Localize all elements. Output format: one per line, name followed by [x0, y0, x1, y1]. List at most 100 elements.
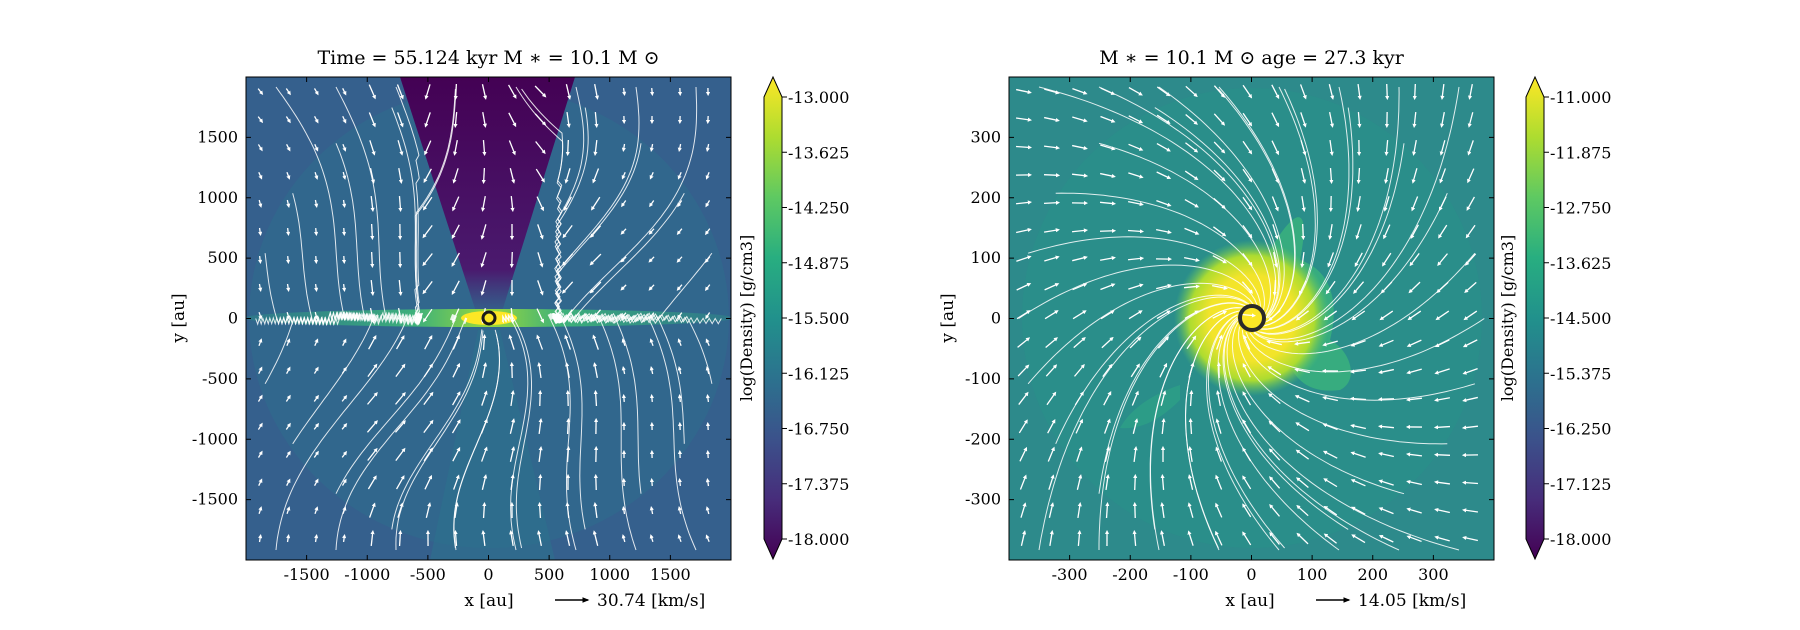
streamline [391, 329, 483, 530]
colorbar-tick-label: -13.000 [788, 88, 849, 107]
velocity-arrow [1072, 144, 1088, 151]
velocity-arrow [395, 475, 405, 490]
velocity-arrow [677, 338, 682, 347]
colorbar-tick-label: -18.000 [1550, 530, 1611, 549]
streamline [1264, 86, 1316, 327]
velocity-arrow [509, 251, 514, 269]
velocity-arrow [536, 308, 544, 324]
velocity-arrow [452, 168, 459, 184]
x-tick-label: 300 [1418, 565, 1449, 584]
outflow-cavity [400, 77, 575, 318]
velocity-arrow [1156, 283, 1172, 290]
velocity-arrow [1328, 84, 1335, 100]
velocity-arrow [370, 223, 375, 241]
velocity-arrow [286, 255, 291, 265]
velocity-arrow [424, 474, 433, 490]
velocity-arrow [1212, 226, 1227, 237]
velocity-arrow [1184, 310, 1199, 320]
colorbar-tick-label: -17.125 [1550, 475, 1611, 494]
velocity-arrow [395, 335, 405, 350]
quiver-key-label: 14.05 [km/s] [1358, 591, 1466, 611]
streamline [1226, 318, 1460, 551]
velocity-arrow [1187, 502, 1194, 518]
velocity-arrow [649, 534, 654, 543]
velocity-arrow [1185, 85, 1198, 98]
velocity-arrow [1015, 145, 1033, 150]
velocity-arrow [1156, 86, 1171, 97]
colorbar [763, 75, 783, 561]
velocity-arrow [1461, 425, 1479, 430]
velocity-arrow [342, 338, 347, 346]
velocity-arrow [314, 171, 319, 180]
velocity-arrow [481, 196, 486, 212]
velocity-arrow [1410, 224, 1419, 239]
velocity-arrow [342, 116, 347, 124]
velocity-arrow [705, 338, 710, 347]
velocity-arrow [1301, 195, 1306, 212]
velocity-arrow [313, 88, 319, 96]
velocity-arrow [1378, 451, 1394, 458]
velocity-arrow [367, 363, 378, 378]
velocity-arrow [398, 167, 403, 184]
spiral-arm [1120, 385, 1180, 429]
velocity-arrow [1300, 168, 1307, 184]
velocity-arrow [367, 392, 378, 405]
velocity-arrow [1159, 362, 1168, 378]
velocity-arrow [589, 281, 602, 294]
velocity-arrow [1328, 112, 1335, 128]
quiver-key-label: 30.74 [km/s] [597, 591, 705, 611]
velocity-arrow [451, 252, 460, 267]
velocity-arrow [258, 478, 263, 486]
velocity-arrow [1128, 86, 1143, 96]
velocity-arrow [620, 312, 627, 319]
streamline [1241, 329, 1476, 401]
velocity-arrow [1105, 474, 1110, 491]
velocity-arrow [1242, 224, 1253, 239]
velocity-arrow [1351, 310, 1366, 321]
velocity-arrow [677, 534, 682, 543]
velocity-arrow [1267, 366, 1282, 376]
velocity-arrow [1242, 475, 1252, 490]
velocity-arrow [1216, 390, 1221, 406]
velocity-arrow [452, 446, 461, 462]
velocity-arrow [1020, 530, 1027, 546]
velocity-arrow [1350, 451, 1366, 458]
velocity-arrow [314, 283, 319, 293]
velocity-arrow [705, 506, 710, 515]
velocity-arrow [1212, 285, 1228, 290]
velocity-arrow [537, 252, 544, 268]
velocity-arrow [1322, 450, 1338, 459]
velocity-arrow [1072, 283, 1088, 291]
streamline [1207, 314, 1285, 549]
velocity-arrow [1242, 531, 1252, 546]
velocity-arrow [1299, 280, 1307, 296]
y-ticks: -300 -200 -100 0 100 200 300 [965, 127, 1494, 509]
velocity-arrow [1328, 223, 1333, 240]
velocity-arrow [1156, 171, 1172, 179]
velocity-arrow [563, 196, 572, 211]
velocity-arrow [620, 284, 627, 291]
velocity-arrow [453, 111, 458, 129]
velocity-arrow [481, 390, 488, 406]
velocity-arrow [1378, 368, 1394, 375]
velocity-arrow [565, 362, 570, 379]
y-tick-label: 100 [970, 248, 1001, 267]
velocity-arrow [1215, 502, 1223, 518]
velocity-arrow [593, 139, 598, 157]
velocity-arrow [1015, 117, 1032, 122]
velocity-arrow [1044, 116, 1060, 123]
velocity-arrow [1020, 502, 1027, 518]
x-tick-label: 0 [1246, 565, 1256, 584]
velocity-arrow [1462, 368, 1478, 375]
velocity-arrow [257, 88, 264, 95]
velocity-arrow [677, 200, 683, 208]
velocity-arrow [1242, 84, 1253, 99]
velocity-arrow [590, 225, 602, 238]
velocity-arrow [1434, 507, 1450, 514]
colorbar-tick-label: -11.000 [1550, 88, 1611, 107]
velocity-arrow [534, 113, 547, 126]
streamline [1206, 314, 1280, 551]
y-tick-label: -1500 [192, 490, 238, 509]
velocity-arrow [1462, 508, 1479, 513]
velocity-arrow [1385, 83, 1390, 101]
